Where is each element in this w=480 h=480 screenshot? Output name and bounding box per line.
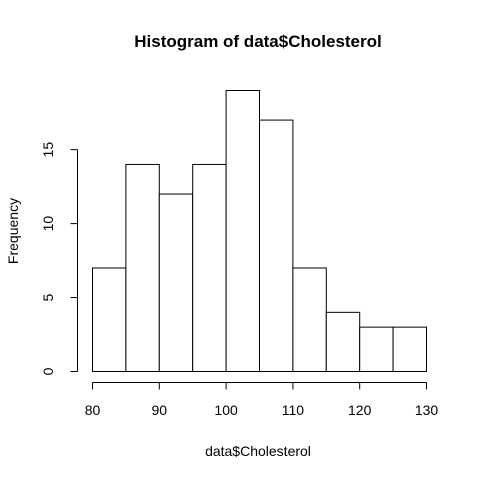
y-tick-label-5: 5 bbox=[40, 293, 56, 301]
x-tick-label-120: 120 bbox=[348, 402, 372, 418]
chart-title: Histogram of data$Cholesterol bbox=[134, 32, 382, 51]
bars-group bbox=[92, 90, 428, 373]
x-tick-label-110: 110 bbox=[282, 402, 305, 418]
x-axis-label: data$Cholesterol bbox=[205, 443, 311, 459]
histogram-bar-110-115 bbox=[292, 267, 327, 373]
x-axis: 80 90 100 110 120 130 bbox=[85, 382, 439, 418]
y-axis: 0 5 10 15 bbox=[40, 142, 78, 375]
histogram-bar-105-110 bbox=[259, 119, 294, 372]
histogram-bar-85-90 bbox=[125, 163, 160, 372]
y-tick-label-10: 10 bbox=[40, 216, 56, 232]
histogram-bar-120-125 bbox=[359, 326, 394, 373]
histogram-bar-90-95 bbox=[158, 193, 194, 372]
x-tick-label-130: 130 bbox=[415, 402, 439, 418]
x-tick-label-80: 80 bbox=[85, 402, 101, 418]
histogram-bar-125-130 bbox=[392, 326, 428, 373]
histogram-bar-95-100 bbox=[192, 163, 227, 372]
y-tick-label-15: 15 bbox=[40, 142, 56, 158]
y-tick-label-0: 0 bbox=[40, 367, 56, 375]
histogram-bar-80-85 bbox=[92, 267, 127, 373]
x-tick-label-100: 100 bbox=[214, 402, 238, 418]
x-tick-label-90: 90 bbox=[152, 402, 168, 418]
y-axis-label: Frequency bbox=[5, 198, 21, 264]
histogram-bar-100-105 bbox=[225, 90, 261, 372]
histogram-bar-115-120 bbox=[325, 311, 361, 372]
